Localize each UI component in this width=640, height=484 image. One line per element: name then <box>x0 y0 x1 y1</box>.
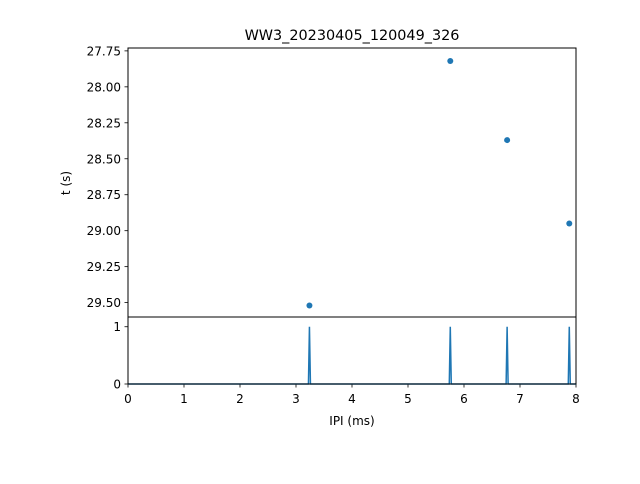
chart-title: WW3_20230405_120049_326 <box>245 28 460 44</box>
x-tick-label: 1 <box>180 392 188 406</box>
y-axis-label: t (s) <box>59 171 73 195</box>
x-tick-label: 0 <box>124 392 132 406</box>
x-tick-label: 5 <box>404 392 412 406</box>
y-tick-label: 27.75 <box>87 44 121 58</box>
x-tick-label: 2 <box>236 392 244 406</box>
y-tick-label: 28.00 <box>87 80 121 94</box>
data-point <box>447 57 454 64</box>
y-tick-label: 29.00 <box>87 224 121 238</box>
data-point <box>566 220 573 227</box>
bottom-axes: 0 1 0 1 2 3 4 5 6 7 8 <box>113 320 579 406</box>
top-axes: 27.75 28.00 28.25 28.50 28.75 29.00 29.25 29.50 <box>87 44 573 310</box>
y-tick-label: 28.50 <box>87 152 121 166</box>
spike-series-line <box>128 326 576 385</box>
top-axes-frame <box>127 47 577 318</box>
y-tick-label: 28.25 <box>87 116 121 130</box>
x-tick-label: 6 <box>460 392 468 406</box>
y-tick-label: 28.75 <box>87 188 121 202</box>
bottom-axes-frame <box>127 316 577 385</box>
x-tick-label: 3 <box>292 392 300 406</box>
y-tick-label: 29.25 <box>87 260 121 274</box>
data-point <box>504 137 511 144</box>
data-point <box>306 302 313 309</box>
x-axis-label: IPI (ms) <box>329 414 374 428</box>
x-tick-label: 4 <box>348 392 356 406</box>
y-tick-label: 1 <box>113 320 121 334</box>
y-tick-label: 29.50 <box>87 296 121 310</box>
x-tick-label: 7 <box>516 392 524 406</box>
y-tick-label: 0 <box>113 378 121 392</box>
x-tick-label: 8 <box>572 392 580 406</box>
